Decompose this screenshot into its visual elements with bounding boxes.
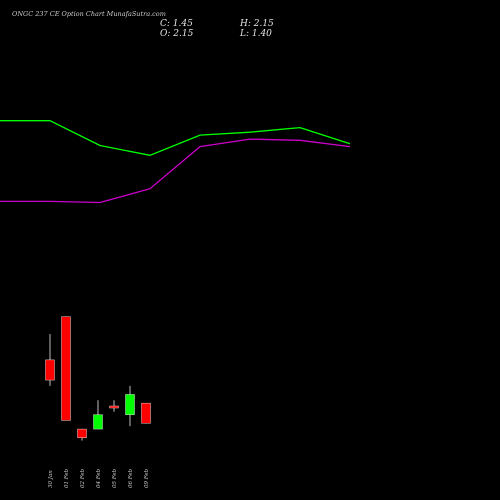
x-tick-label: 06 Feb <box>128 468 134 488</box>
high-value: H: 2.15 <box>240 19 274 29</box>
candle-body <box>93 414 103 430</box>
open-value: O: 2.15 <box>160 29 194 39</box>
candle-body <box>141 402 151 424</box>
x-tick-label: 09 Feb <box>144 468 150 488</box>
x-tick-label: 30 Jan <box>48 470 54 488</box>
chart-title: ONGC 237 CE Option Chart MunafaSutra.com <box>12 10 166 18</box>
candle-body <box>45 359 55 381</box>
x-tick-label: 05 Feb <box>112 468 118 488</box>
x-tick-label: 04 Feb <box>96 468 102 488</box>
indicator-line-2 <box>0 138 351 204</box>
candle-body <box>109 405 119 409</box>
indicator-line-1 <box>0 120 351 156</box>
close-value: C: 1.45 <box>160 19 193 29</box>
x-tick-label: 01 Feb <box>64 468 70 488</box>
low-value: L: 1.40 <box>240 29 272 39</box>
candle-body <box>77 428 87 438</box>
x-tick-label: 02 Feb <box>80 468 86 488</box>
candle-body <box>61 316 71 421</box>
candle-body <box>125 394 135 415</box>
